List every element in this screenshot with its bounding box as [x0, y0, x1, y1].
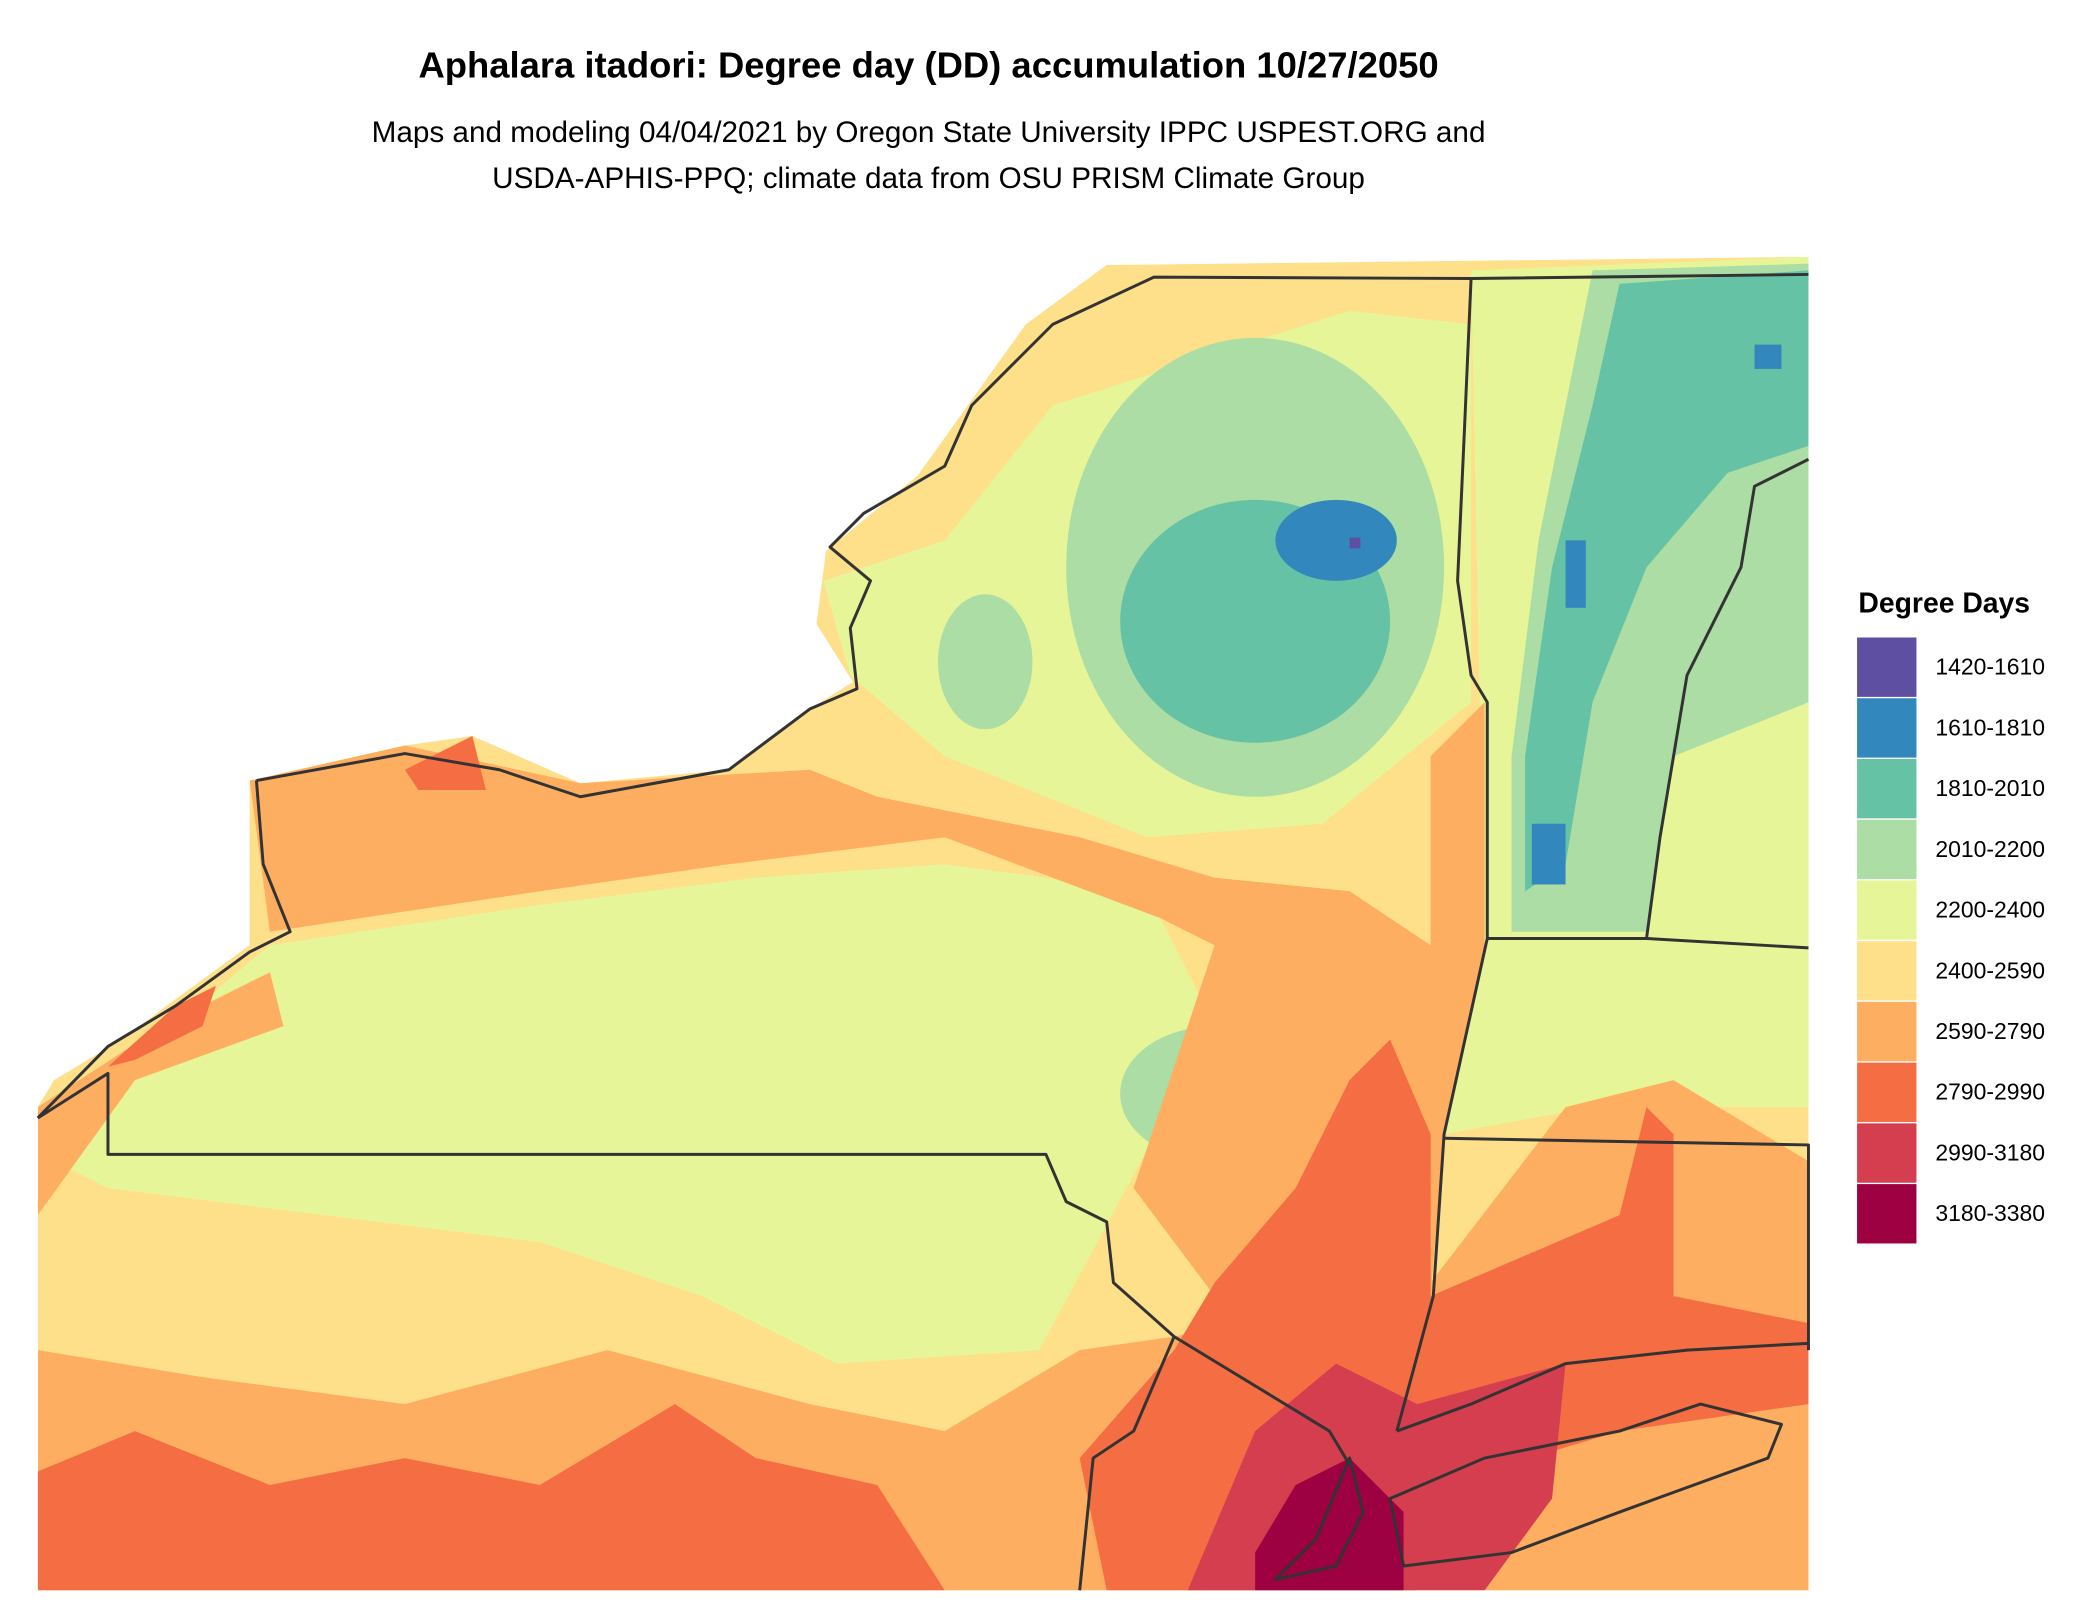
legend: Degree Days 1420-1610 1610-1810 1810-2010 2… [1857, 588, 2045, 1244]
legend-label: 2400-2590 [1935, 957, 2045, 983]
legend-swatch [1857, 637, 1917, 697]
title: Aphalara itadori: Degree day (DD) accumu… [418, 44, 1438, 85]
legend-swatch [1857, 698, 1917, 758]
legend-label: 2590-2790 [1935, 1018, 2045, 1044]
legend-swatch [1857, 1001, 1917, 1062]
legend-swatch [1857, 880, 1917, 940]
legend-title: Degree Days [1858, 588, 2030, 620]
legend-label: 2010-2200 [1935, 836, 2045, 862]
legend-swatch [1857, 758, 1917, 819]
legend-swatch [1857, 819, 1917, 880]
legend-label: 1420-1610 [1935, 654, 2045, 680]
legend-swatch [1857, 1184, 1917, 1244]
legend-swatch [1857, 941, 1917, 1001]
legend-label: 3180-3380 [1935, 1200, 2045, 1226]
legend-label: 2990-3180 [1935, 1139, 2045, 1165]
legend-label: 2200-2400 [1935, 897, 2045, 923]
legend-label: 1810-2010 [1935, 775, 2045, 801]
legend-label: 1610-1810 [1935, 714, 2045, 740]
legend-label: 2790-2990 [1935, 1079, 2045, 1105]
legend-swatch [1857, 1062, 1917, 1123]
subtitle: Maps and modeling 04/04/2021 by Oregon S… [372, 116, 1486, 149]
map [36, 256, 1810, 1591]
subtitle: USDA-APHIS-PPQ; climate data from OSU PR… [492, 162, 1365, 195]
legend-swatch [1857, 1123, 1917, 1183]
